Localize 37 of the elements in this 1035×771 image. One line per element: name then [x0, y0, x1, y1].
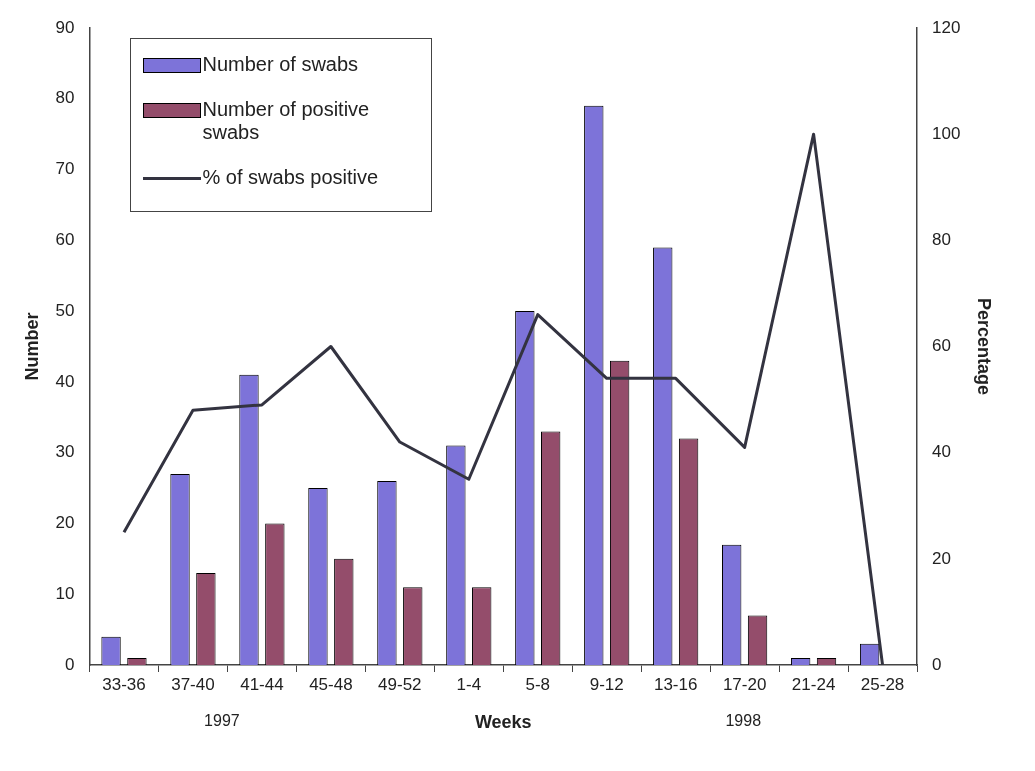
y-tick-label: 30: [55, 442, 75, 462]
y2-tick-label: 0: [932, 654, 942, 674]
y-axis-title: Number: [21, 312, 42, 381]
x-tick-label: 37-40: [171, 674, 215, 694]
x-tick-label: 17-20: [722, 674, 767, 694]
legend-label: Number of swabs: [202, 53, 359, 76]
y-tick-label: 20: [55, 513, 75, 533]
y-tick-label: 0: [65, 654, 75, 674]
y2-tick-label: 120: [932, 17, 961, 37]
y-tick-label: 50: [55, 300, 75, 320]
y2-tick-label: 80: [932, 230, 951, 250]
text: 1998: [725, 712, 762, 730]
x-tick-label: 5-8: [525, 674, 551, 694]
x-tick-label: 13-16: [653, 674, 698, 694]
x-tick-label: 25-28: [860, 674, 905, 694]
y2-axis-title: Percentage: [974, 297, 995, 396]
y2-tick-label: 20: [932, 548, 951, 568]
y-tick-label: 40: [55, 371, 75, 391]
y-tick-label: 90: [55, 17, 75, 37]
y-tick-label: 80: [55, 88, 75, 108]
y-tick-label: 70: [55, 159, 75, 179]
y2-tick-label: 40: [932, 442, 951, 462]
legend-label: Number of positive swabs: [202, 98, 371, 144]
y2-tick-label: 100: [932, 123, 961, 143]
y2-tick-label: 60: [932, 336, 951, 356]
x-tick-label: 49-52: [378, 674, 422, 694]
y-tick-label: 60: [55, 230, 75, 250]
x-tick-label: 9-12: [589, 674, 624, 694]
text: 1997: [204, 712, 240, 730]
x-tick-label: 33-36: [102, 674, 146, 694]
y-tick-label: 10: [55, 583, 75, 603]
legend-label: % of swabs positive: [202, 166, 379, 189]
x-axis-title: Weeks: [474, 712, 532, 733]
x-tick-label: 1-4: [456, 674, 482, 694]
x-tick-label: 41-44: [240, 674, 284, 694]
x-tick-label: 21-24: [791, 674, 836, 694]
x-tick-label: 45-48: [309, 674, 353, 694]
